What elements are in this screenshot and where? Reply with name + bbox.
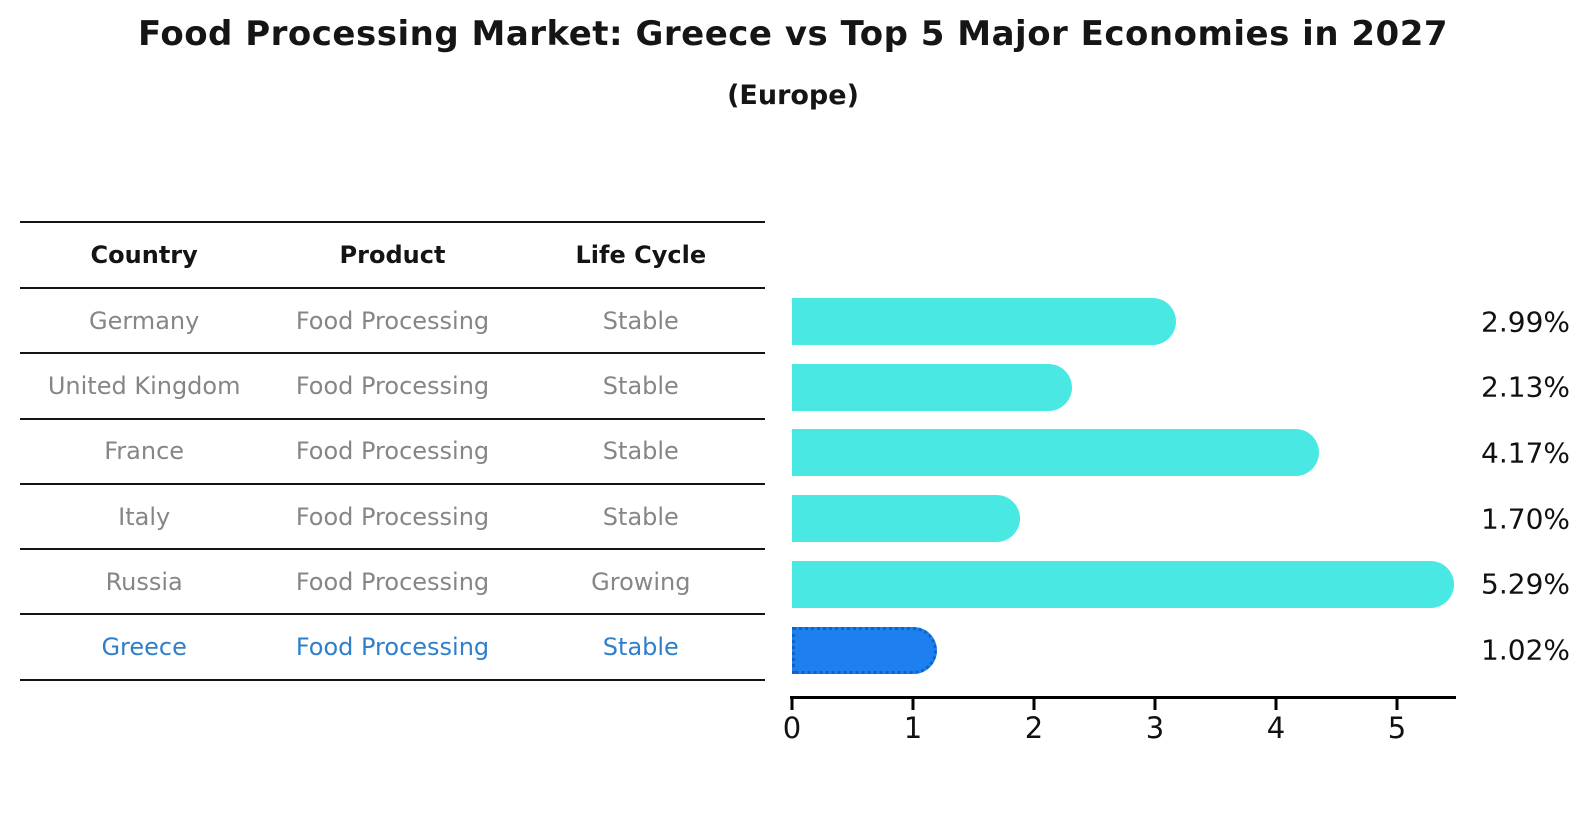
cell-life-cycle: Stable	[602, 633, 679, 662]
x-axis-tick	[1274, 699, 1278, 710]
table-row-russia: Russia Food Processing Growing	[20, 550, 765, 616]
cell-country: Germany	[89, 306, 200, 335]
chart-subtitle: (Europe)	[727, 80, 859, 111]
header-life-cycle: Life Cycle	[575, 241, 707, 269]
table-row-united-kingdom: United Kingdom Food Processing Stable	[20, 354, 765, 420]
cell-product: Food Processing	[295, 502, 490, 531]
value-label-france: 4.17%	[1481, 436, 1570, 470]
table-row-italy: Italy Food Processing Stable	[20, 485, 765, 551]
cell-product: Food Processing	[295, 371, 490, 400]
cell-country: Russia	[105, 567, 183, 596]
x-axis-line	[790, 696, 1456, 699]
bar-italy	[792, 495, 1020, 543]
x-axis-tick	[1153, 699, 1157, 710]
x-axis-tick-label: 0	[782, 711, 802, 745]
value-label-united-kingdom: 2.13%	[1481, 370, 1570, 404]
cell-product: Food Processing	[295, 437, 490, 466]
cell-product: Food Processing	[295, 633, 490, 662]
x-axis-tick	[1395, 699, 1399, 710]
bar-greece	[792, 626, 938, 674]
cell-country: Italy	[118, 502, 171, 531]
table-row-greece: Greece Food Processing Stable	[20, 615, 765, 681]
bar-russia	[792, 560, 1455, 608]
header-country: Country	[90, 241, 198, 269]
header-product: Product	[339, 241, 446, 269]
value-label-germany: 2.99%	[1481, 305, 1570, 338]
x-axis-tick-label: 1	[903, 711, 923, 745]
cell-life-cycle: Stable	[602, 371, 679, 400]
x-axis-tick-label: 3	[1145, 711, 1165, 745]
cell-life-cycle: Stable	[602, 437, 679, 466]
chart-title: Food Processing Market: Greece vs Top 5 …	[137, 14, 1449, 54]
x-axis-tick	[790, 699, 794, 710]
table-body: Germany Food Processing Stable United Kingd…	[20, 289, 765, 681]
x-axis-tick-label: 2	[1024, 711, 1044, 745]
cell-life-cycle: Stable	[602, 306, 679, 335]
table-row-germany: Germany Food Processing Stable	[20, 289, 765, 355]
cell-country: United Kingdom	[47, 371, 241, 400]
x-axis-tick-label: 5	[1387, 711, 1407, 745]
cell-life-cycle: Stable	[602, 502, 679, 531]
cell-product: Food Processing	[295, 567, 490, 596]
cell-life-cycle: Growing	[591, 567, 691, 596]
table-row-france: France Food Processing Stable	[20, 420, 765, 485]
country-table: Country Product Life Cycle Germany Food P…	[20, 221, 765, 681]
cell-product: Food Processing	[295, 306, 490, 335]
bar-germany	[792, 298, 1176, 345]
value-label-italy: 1.70%	[1481, 502, 1570, 536]
cell-country: France	[104, 437, 185, 466]
value-label-russia: 5.29%	[1481, 567, 1570, 601]
bar-france	[792, 429, 1319, 477]
bar-united-kingdom	[792, 363, 1072, 411]
value-label-greece: 1.02%	[1481, 633, 1570, 667]
x-axis-tick	[1032, 699, 1036, 710]
x-axis-tick-label: 4	[1266, 711, 1286, 745]
x-axis-tick	[911, 699, 915, 710]
table-header-row: Country Product Life Cycle	[20, 223, 765, 289]
cell-country: Greece	[101, 633, 187, 662]
